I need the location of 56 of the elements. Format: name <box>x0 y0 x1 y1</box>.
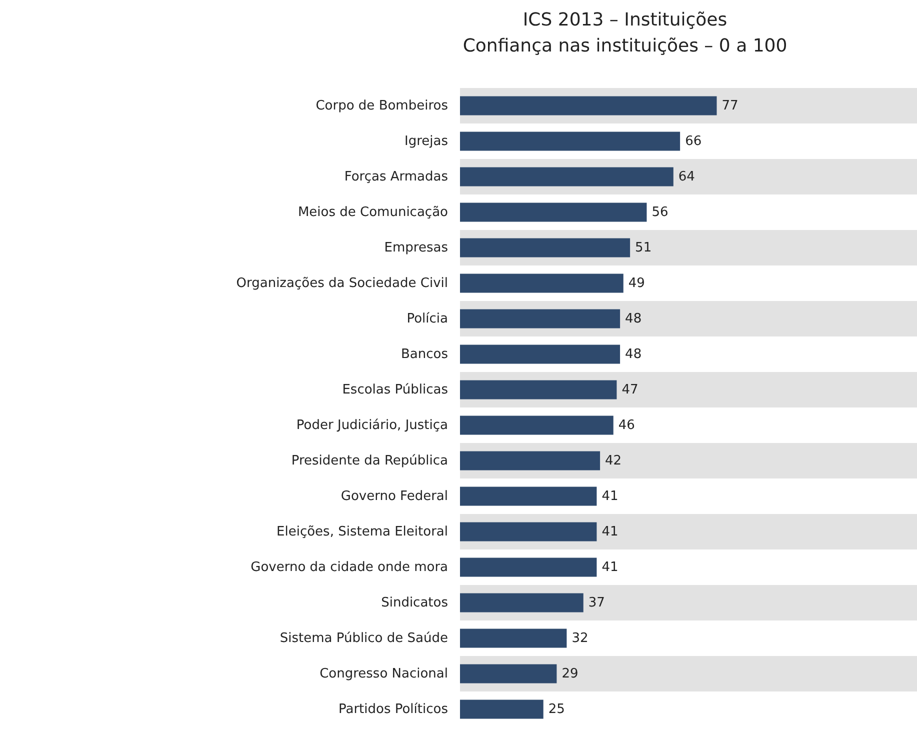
bar <box>460 522 597 542</box>
data-label: 46 <box>618 418 635 433</box>
bar <box>460 309 620 328</box>
y-tick-label: Eleições, Sistema Eleitoral <box>276 524 448 540</box>
bar <box>460 274 624 293</box>
y-tick-label: Sindicatos <box>381 595 448 610</box>
bar <box>460 451 600 470</box>
y-tick-label: Sistema Público de Saúde <box>280 630 448 646</box>
bar <box>460 486 597 506</box>
y-tick-label: Partidos Políticos <box>338 702 448 717</box>
data-label: 37 <box>588 595 605 610</box>
y-tick-label: Polícia <box>406 311 448 326</box>
bar <box>460 132 680 151</box>
bar <box>460 664 557 684</box>
data-label: 64 <box>678 169 695 184</box>
data-label: 49 <box>628 276 645 291</box>
data-label: 77 <box>722 98 738 114</box>
data-label: 48 <box>625 346 642 362</box>
bar <box>460 238 630 258</box>
bar <box>460 628 567 648</box>
chart-title: ICS 2013 – Instituições <box>522 10 728 30</box>
y-tick-label: Meios de Comunicação <box>298 204 448 220</box>
bar <box>460 380 617 400</box>
data-label: 41 <box>602 560 618 575</box>
data-label: 29 <box>562 666 578 682</box>
data-label: 66 <box>685 134 702 149</box>
bar <box>460 202 647 222</box>
y-tick-label: Igrejas <box>404 134 448 149</box>
data-label: 51 <box>635 240 652 256</box>
data-label: 41 <box>602 488 618 504</box>
y-tick-label: Presidente da República <box>291 453 448 468</box>
y-tick-label: Forças Armadas <box>344 169 448 184</box>
bar <box>460 96 717 116</box>
data-label: 41 <box>602 524 618 540</box>
bar <box>460 344 620 364</box>
bar <box>460 167 674 186</box>
bar <box>460 558 597 577</box>
bar <box>460 700 544 719</box>
data-label: 48 <box>625 311 642 326</box>
y-tick-label: Governo Federal <box>340 488 448 504</box>
data-label: 47 <box>622 382 638 398</box>
y-tick-label: Governo da cidade onde mora <box>250 560 448 575</box>
y-tick-label: Organizações da Sociedade Civil <box>236 276 448 291</box>
bar <box>460 593 584 612</box>
chart-subtitle: Confiança nas instituições – 0 a 100 <box>462 36 788 56</box>
y-tick-label: Congresso Nacional <box>320 666 448 682</box>
data-label: 42 <box>605 453 622 468</box>
y-tick-label: Empresas <box>384 240 448 256</box>
y-tick-label: Bancos <box>401 346 448 362</box>
data-label: 25 <box>548 702 565 717</box>
data-label: 32 <box>572 630 588 646</box>
y-tick-label: Corpo de Bombeiros <box>316 98 448 114</box>
bar <box>460 416 614 435</box>
y-tick-label: Poder Judiciário, Justiça <box>296 418 448 433</box>
y-tick-label: Escolas Públicas <box>342 382 448 398</box>
data-label: 56 <box>652 204 668 220</box>
